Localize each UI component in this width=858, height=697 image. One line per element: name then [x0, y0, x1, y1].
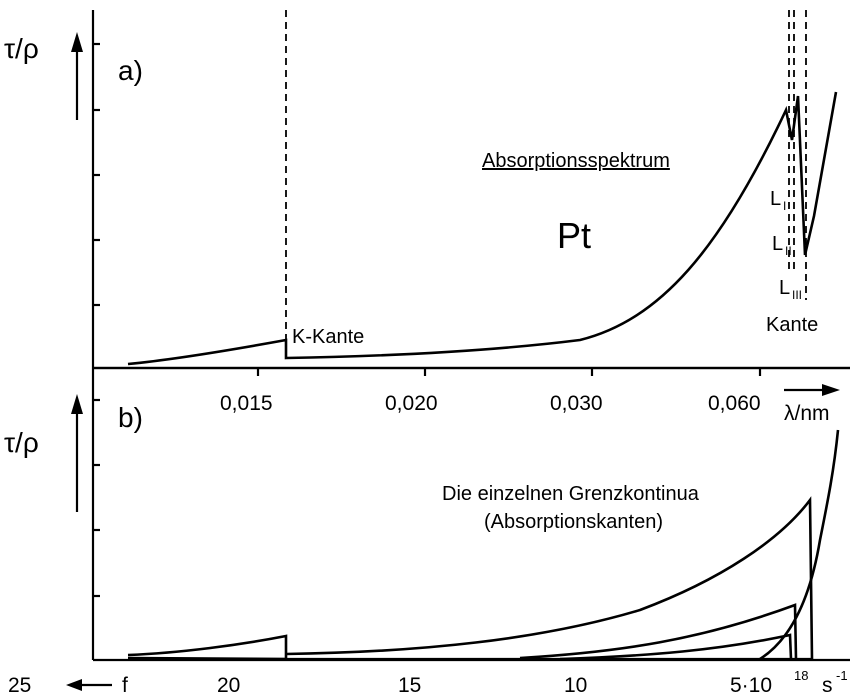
tick-label: 10 [564, 674, 587, 697]
panel-b-l2-continuum [519, 603, 798, 660]
panel-a-curve-k [127, 91, 838, 366]
l2-letter: L [772, 233, 783, 255]
k-edge-label: K-Kante [292, 326, 364, 348]
tick-label: 20 [217, 674, 240, 697]
kante-label: Kante [766, 314, 818, 336]
panel-b-y-arrowhead [71, 394, 83, 414]
panel-b-ylabel: τ/ρ [4, 427, 39, 458]
l3-sub: III [792, 288, 802, 302]
panel-b-label: b) [118, 402, 143, 433]
panel-b-l3-continuum [559, 633, 793, 661]
l2-sub: II [785, 244, 792, 258]
f-label: f [122, 674, 128, 697]
panel-a-ylabel-group: τ/ρ [4, 32, 83, 120]
tick-label: 0,020 [385, 392, 438, 415]
tick-label: 15 [398, 674, 421, 697]
tick-unit: s [822, 674, 833, 697]
panel-b-xticks: 25 20 15 10 5·10 18 s -1 [8, 668, 848, 697]
panel-b-subtitle: (Absorptionskanten) [484, 511, 663, 533]
panel-a-title: Absorptionsspektrum [482, 150, 670, 172]
f-arrowhead [66, 679, 82, 691]
panel-b-title: Die einzelnen Grenzkontinua [442, 483, 700, 505]
lambda-axis-label-group: λ/nm [784, 384, 840, 425]
tick-label: 25 [8, 674, 31, 697]
panel-a-xticks: 0,015 0,020 0,030 0,060 [220, 392, 761, 415]
panel-b-l1-continuum [285, 496, 814, 660]
panel-b-ylabel-group: τ/ρ [4, 394, 83, 512]
element-label: Pt [557, 215, 591, 256]
f-axis-label-group: f [66, 674, 128, 697]
panel-a-label: a) [118, 55, 143, 86]
l3-letter: L [779, 277, 790, 299]
tick-unit-exp: -1 [836, 668, 848, 683]
panel-a-ylabel: τ/ρ [4, 33, 39, 64]
panel-a-axes [91, 10, 850, 376]
lambda-label: λ/nm [784, 402, 830, 425]
tick-exponent: 18 [794, 668, 808, 683]
l1-letter: L [770, 188, 781, 210]
tick-label: 0,015 [220, 392, 273, 415]
lambda-arrowhead [822, 384, 840, 396]
l1-sub: I [783, 199, 786, 213]
l-edge-labels: L I L II L III Kante [766, 188, 818, 336]
panel-b-k-continuum [127, 634, 288, 661]
panel-b-rising-curve [759, 429, 840, 661]
tick-label: 0,060 [708, 392, 761, 415]
tick-label: 0,030 [550, 392, 603, 415]
panel-a-y-arrowhead [71, 32, 83, 52]
tick-label: 5·10 [730, 674, 772, 697]
